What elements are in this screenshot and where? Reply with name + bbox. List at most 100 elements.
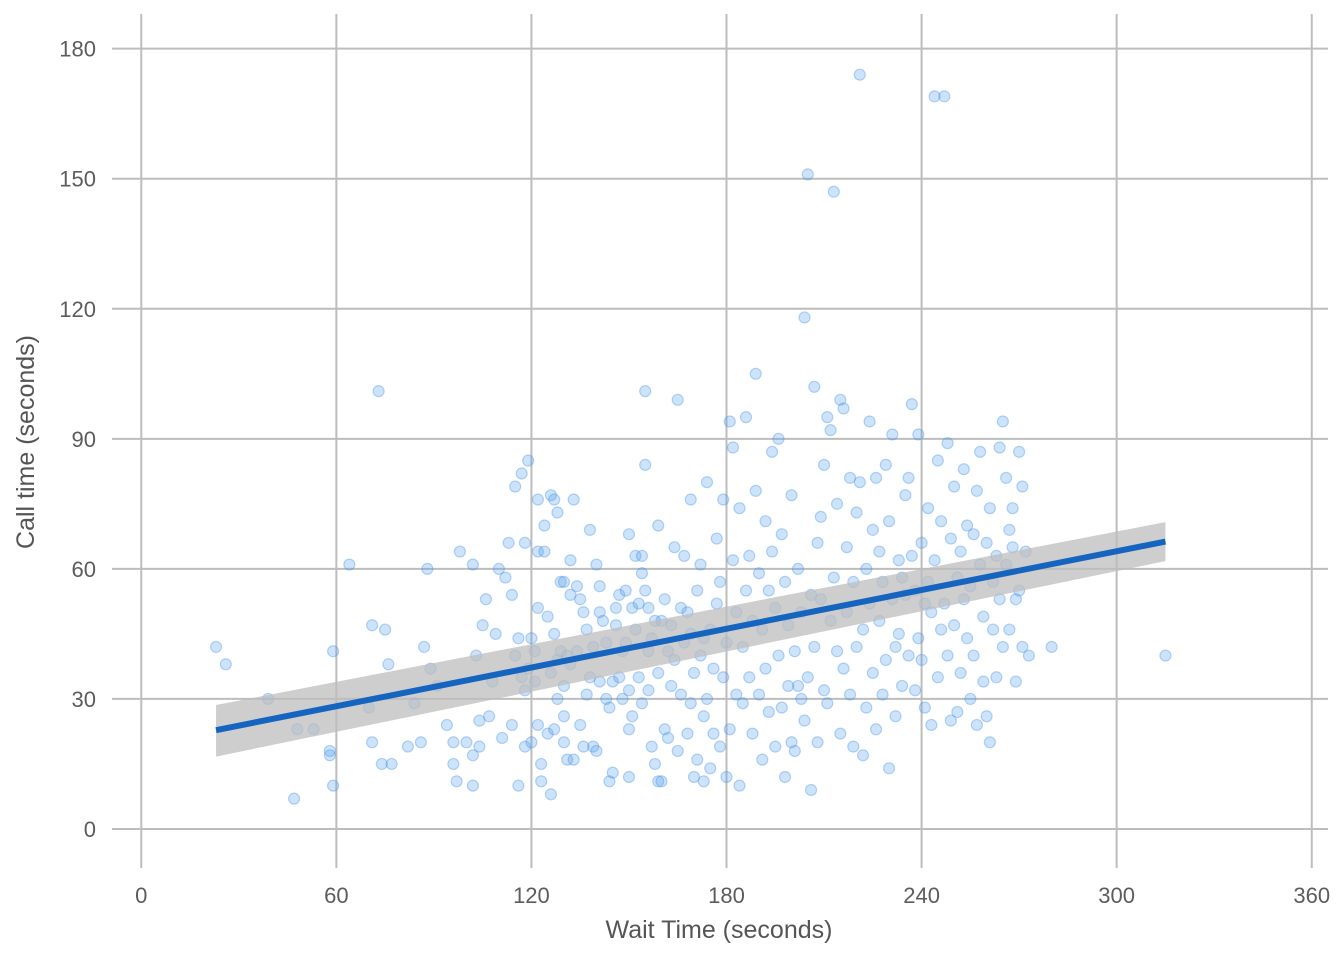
data-point (834, 727, 847, 740)
data-point (665, 679, 678, 693)
trend-line-group (215, 522, 1167, 757)
data-point (801, 671, 814, 684)
data-point (954, 666, 967, 680)
data-point (375, 757, 388, 771)
x-tick-label: 360 (1293, 883, 1330, 908)
data-point (954, 545, 967, 558)
data-point (691, 584, 704, 597)
data-point (616, 692, 629, 706)
data-point (453, 545, 466, 558)
data-point (489, 627, 502, 641)
data-point (658, 593, 671, 606)
data-point (778, 575, 792, 588)
data-point (1000, 471, 1013, 484)
data-point (466, 749, 479, 762)
data-point (622, 723, 636, 736)
data-point (713, 575, 727, 588)
data-point (655, 775, 668, 788)
data-point (869, 723, 883, 736)
data-point (554, 575, 567, 588)
data-point (1016, 480, 1029, 493)
data-point (778, 770, 792, 784)
data-point (869, 471, 883, 484)
data-point (710, 532, 723, 545)
y-tick-label: 0 (84, 817, 96, 842)
y-tick-label: 60 (72, 557, 96, 582)
data-point (915, 536, 928, 549)
data-point (928, 554, 941, 567)
data-point (671, 393, 684, 406)
y-tick-label: 120 (59, 297, 96, 322)
data-point (853, 476, 866, 489)
data-point (671, 744, 684, 758)
data-point (990, 671, 1003, 684)
data-point (736, 697, 749, 710)
data-point (414, 736, 427, 749)
data-point (483, 710, 496, 723)
data-point (876, 688, 889, 701)
tick-labels: 0 60 120 180 240 300 360 0 30 60 90 120 150 180 (59, 37, 1330, 908)
data-point (830, 645, 844, 658)
data-point (785, 736, 798, 749)
data-point (642, 601, 655, 614)
data-point (726, 554, 740, 567)
data-point (544, 788, 558, 801)
data-point (613, 588, 626, 601)
data-point (323, 749, 336, 762)
data-point (632, 671, 645, 684)
data-point (944, 532, 957, 545)
data-point (681, 727, 694, 740)
data-point (496, 731, 509, 745)
data-point (577, 606, 590, 619)
data-point (931, 454, 944, 467)
data-point (749, 484, 762, 497)
data-point (941, 649, 954, 662)
data-point (886, 428, 899, 441)
data-point (1009, 675, 1022, 688)
data-point (648, 757, 662, 771)
data-point (752, 688, 766, 701)
data-point (860, 562, 873, 575)
data-point (873, 545, 886, 558)
data-point (947, 619, 961, 632)
data-point (502, 536, 515, 549)
data-point (856, 749, 870, 762)
y-axis-title: Call time (seconds) (12, 335, 40, 549)
data-point (1022, 649, 1035, 662)
data-point (746, 727, 759, 740)
data-point (717, 493, 730, 506)
data-point (791, 679, 805, 693)
data-point (951, 705, 964, 719)
data-point (639, 458, 652, 471)
data-point (733, 779, 746, 792)
data-point (606, 766, 619, 779)
data-point (882, 762, 896, 775)
data-point (674, 601, 688, 614)
data-point (977, 610, 990, 623)
data-point (600, 692, 613, 706)
data-point (785, 489, 798, 502)
data-point (447, 757, 460, 771)
data-point (674, 688, 688, 701)
data-point (473, 714, 486, 727)
data-point (492, 562, 506, 575)
data-point (811, 536, 824, 549)
data-point (518, 536, 532, 549)
y-tick-label: 150 (59, 167, 96, 192)
x-tick-label: 60 (324, 883, 348, 908)
data-point (918, 701, 931, 714)
confidence-band (216, 522, 1166, 757)
data-point (866, 523, 879, 536)
data-point (961, 519, 974, 532)
data-point (889, 710, 902, 723)
data-point (538, 519, 551, 532)
data-point (219, 658, 232, 671)
data-point (879, 458, 892, 471)
data-point (912, 632, 925, 645)
x-tick-label: 0 (135, 883, 147, 908)
data-point (661, 731, 675, 745)
x-axis-title: Wait Time (seconds) (606, 916, 833, 944)
data-point (941, 437, 954, 450)
data-point (1006, 502, 1019, 515)
data-point (460, 736, 473, 749)
